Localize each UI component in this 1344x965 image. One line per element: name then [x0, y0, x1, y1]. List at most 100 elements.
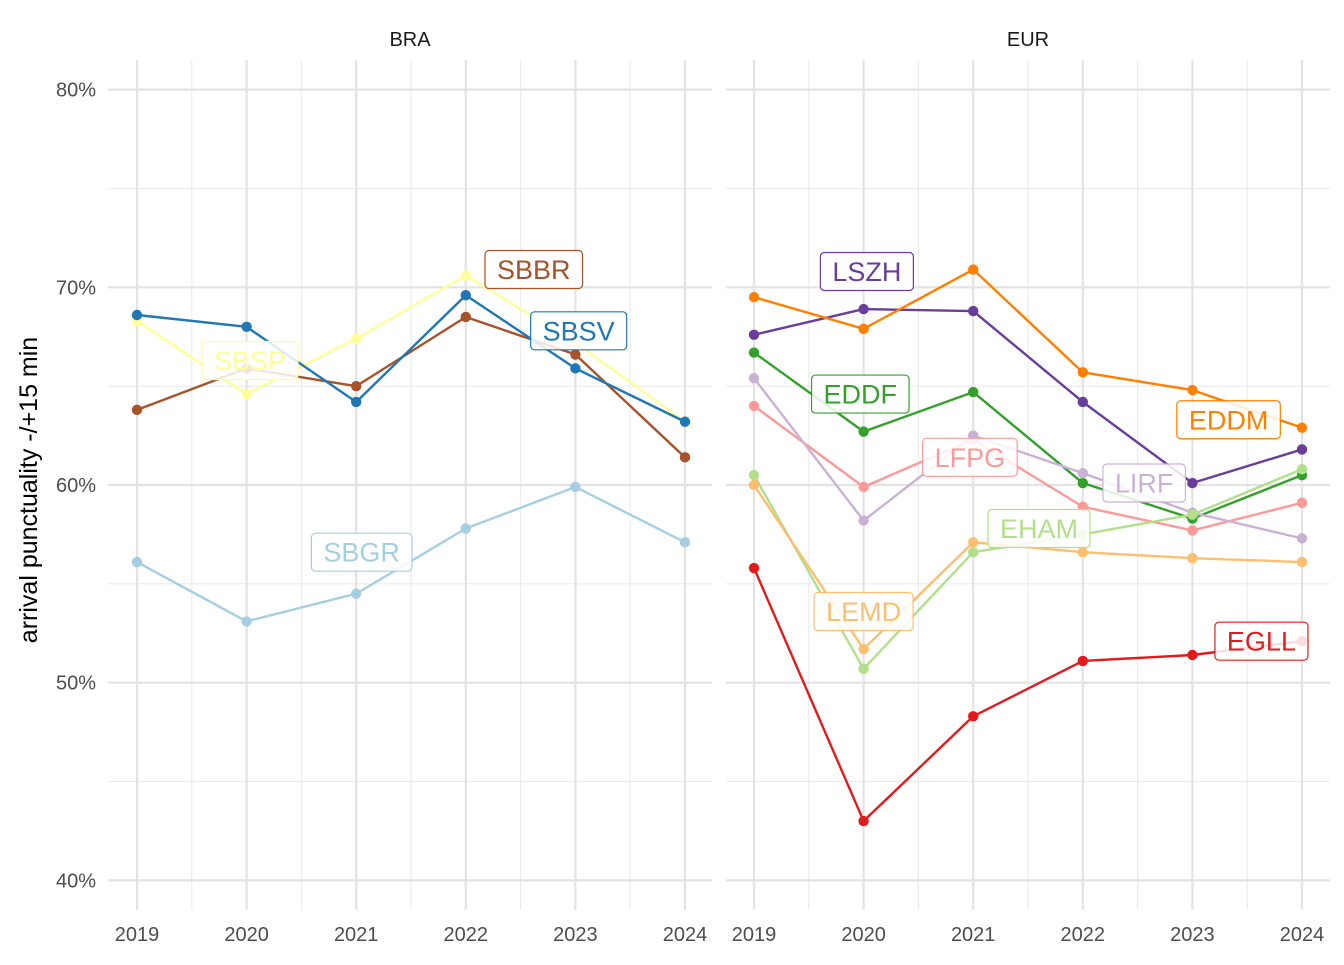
y-tick-label: 50%: [56, 673, 96, 695]
data-point: [131, 309, 143, 321]
panel-title: BRA: [389, 29, 431, 51]
data-point: [679, 416, 691, 427]
series-label-text: LFPG: [935, 443, 1006, 473]
series-label-eddf: EDDF: [810, 374, 910, 414]
data-point: [748, 329, 760, 340]
series-label-lfpg: LFPG: [922, 437, 1018, 477]
data-point: [1296, 444, 1308, 455]
series-label-text: EGLL: [1227, 627, 1296, 657]
data-point: [241, 616, 252, 627]
series-label-text: SBSV: [543, 316, 615, 346]
data-point: [1187, 525, 1198, 536]
data-point: [351, 588, 362, 599]
data-point: [1187, 552, 1198, 564]
series-line: [752, 567, 1303, 823]
series-label-sbgr: SBGR: [310, 532, 413, 572]
panel-title: EUR: [1007, 29, 1049, 51]
series-label-box: [922, 437, 1018, 477]
x-tick-label: 2023: [553, 924, 598, 946]
data-point: [968, 537, 979, 548]
data-point: [858, 815, 869, 827]
data-point: [858, 663, 869, 675]
data-point: [679, 537, 691, 548]
series-label-text: SBSP: [214, 346, 286, 376]
series-line: [136, 274, 686, 423]
series-line: [753, 307, 1303, 485]
data-point: [351, 333, 362, 344]
x-tick-label: 2023: [1170, 924, 1215, 946]
panel-bra: BRA 2019 2020 2021 2022 2023 2024 SBGR SBSP SBBR S…: [108, 29, 712, 946]
data-point: [968, 386, 979, 398]
y-tick-label: 70%: [56, 277, 96, 299]
panel-eur: EUR 2019 2020 2021 2022 2023 2024 LSZH EDDM EDDF L…: [726, 29, 1330, 946]
data-point: [1077, 477, 1089, 489]
data-point: [1077, 396, 1089, 408]
data-point: [968, 264, 979, 275]
series-label-lszh: LSZH: [819, 251, 915, 292]
series-eddm: [748, 264, 1308, 433]
data-point: [968, 711, 979, 722]
series-label-sbbr: SBBR: [484, 249, 584, 290]
x-tick-label: 2019: [115, 924, 160, 946]
series-line: [753, 404, 1303, 532]
data-point: [1296, 556, 1308, 568]
data-point: [351, 396, 362, 408]
data-point: [858, 481, 869, 493]
x-tick-label: 2022: [444, 924, 489, 946]
series-label-text: EDDF: [824, 380, 898, 410]
series-label-lemd: LEMD: [813, 591, 914, 632]
y-axis-title: arrival punctuality -/+15 min: [15, 337, 43, 643]
series-label-box: [1102, 463, 1187, 503]
data-point: [241, 321, 252, 333]
y-tick-label: 60%: [56, 475, 96, 497]
data-point: [1296, 497, 1308, 508]
data-point: [858, 643, 869, 655]
data-point: [460, 523, 471, 534]
series-label-box: [201, 340, 299, 381]
series-label-text: EDDM: [1189, 405, 1269, 435]
series-lszh: [748, 303, 1308, 489]
x-tick-label: 2024: [663, 924, 708, 946]
data-point: [1296, 422, 1308, 433]
data-point: [241, 388, 252, 400]
data-point: [1077, 367, 1089, 378]
series-label-box: [310, 532, 413, 572]
data-point: [858, 323, 869, 335]
series-label-eham: EHAM: [987, 508, 1091, 549]
data-point: [748, 373, 760, 384]
data-point: [1187, 649, 1198, 661]
data-point: [1077, 655, 1089, 667]
data-point: [460, 270, 471, 281]
data-point: [570, 481, 581, 493]
series-label-box: [813, 591, 914, 632]
series-label-egll: EGLL: [1214, 621, 1309, 661]
series-label-sbsp: SBSP: [201, 340, 299, 381]
data-point: [748, 469, 760, 481]
series-label-text: LIRF: [1115, 469, 1174, 499]
data-point: [858, 426, 869, 437]
data-point: [748, 400, 760, 412]
data-point: [1296, 533, 1308, 544]
series-label-box: [1176, 400, 1281, 440]
data-point: [460, 290, 471, 301]
series-label-text: SBGR: [323, 538, 400, 568]
data-point: [748, 562, 760, 574]
x-tick-label: 2021: [951, 924, 996, 946]
series-label-box: [530, 311, 628, 351]
series-line: [753, 377, 1303, 540]
data-point: [131, 556, 143, 568]
data-point: [1296, 463, 1308, 475]
x-tick-label: 2020: [841, 924, 886, 946]
x-tick-label: 2020: [224, 924, 269, 946]
series-label-text: EHAM: [1000, 514, 1078, 544]
x-tick-label: 2019: [732, 924, 777, 946]
data-point: [679, 452, 691, 463]
data-point: [858, 303, 869, 315]
data-point: [748, 347, 760, 358]
data-point: [1077, 467, 1089, 479]
series-label-text: LEMD: [826, 597, 901, 627]
series-line: [753, 351, 1303, 520]
series-label-text: LSZH: [832, 257, 901, 287]
